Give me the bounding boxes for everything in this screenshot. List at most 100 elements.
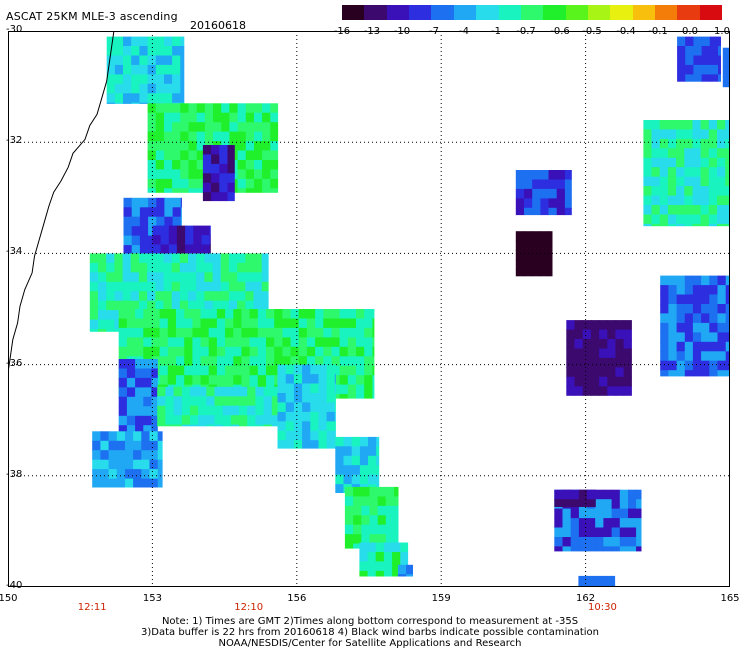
wind-cell — [155, 83, 165, 94]
wind-cell — [126, 368, 136, 379]
wind-cell — [611, 489, 621, 500]
wind-cell — [643, 138, 653, 149]
wind-cell — [725, 313, 730, 324]
wind-cell — [524, 240, 533, 251]
wind-cell — [676, 195, 685, 206]
wind-cell — [594, 575, 604, 586]
wind-cell — [667, 176, 677, 187]
wind-cell — [221, 112, 230, 123]
wind-cell — [343, 436, 353, 447]
wind-cell — [155, 55, 165, 66]
wind-cell — [607, 339, 617, 350]
wind-cell — [141, 431, 151, 442]
wind-cell — [660, 322, 669, 333]
wind-cell — [227, 173, 235, 184]
wind-cell — [188, 131, 198, 142]
wind-cell — [204, 122, 214, 133]
wind-cell — [114, 291, 124, 302]
wind-cell — [372, 327, 375, 338]
wind-cell — [165, 405, 175, 416]
wind-cell — [180, 74, 185, 85]
wind-cell — [277, 393, 287, 404]
wind-cell — [167, 318, 177, 329]
wind-cell — [556, 198, 566, 209]
wind-cell — [331, 346, 341, 357]
wind-cell — [725, 205, 730, 216]
wind-cell — [651, 205, 661, 216]
wind-cell — [574, 348, 584, 359]
wind-cell — [318, 374, 328, 385]
wind-cell — [595, 537, 604, 548]
wind-cell — [172, 46, 181, 57]
wind-cell — [131, 245, 141, 254]
wind-cell — [394, 534, 399, 545]
wind-cell — [189, 424, 199, 427]
wind-cell — [249, 318, 259, 329]
wind-cell — [717, 322, 727, 333]
wind-cell — [171, 300, 181, 311]
wind-cell — [377, 505, 387, 516]
wind-cell — [310, 364, 320, 375]
wind-cell — [172, 216, 182, 227]
wind-cell — [98, 253, 107, 264]
wind-cell — [261, 272, 269, 283]
wind-cell — [172, 150, 181, 161]
wind-cell — [143, 415, 153, 426]
wind-cell — [106, 253, 115, 264]
wind-cell — [293, 411, 303, 422]
wind-cell — [229, 131, 239, 142]
wind-cell — [282, 327, 292, 338]
wind-cell — [165, 424, 175, 427]
wind-cell — [216, 327, 226, 338]
wind-cell — [368, 465, 377, 476]
wind-cell — [130, 300, 140, 311]
wind-cell — [701, 360, 710, 371]
wind-cell — [125, 450, 134, 461]
wind-cell — [126, 377, 136, 388]
wind-cell — [193, 225, 203, 236]
wind-cell — [220, 253, 230, 264]
wind-cell — [578, 537, 588, 548]
wind-cell — [126, 396, 136, 407]
wind-cell — [353, 486, 362, 497]
wind-cell — [164, 150, 173, 161]
wind-cell — [245, 281, 255, 292]
wind-cell — [147, 253, 156, 264]
wind-cell — [660, 313, 669, 324]
wind-cell — [684, 370, 694, 377]
wind-cell — [176, 365, 185, 376]
wind-cell — [106, 300, 115, 311]
wind-cell — [700, 195, 710, 206]
wind-cell — [351, 474, 361, 485]
wind-cell — [245, 141, 255, 152]
wind-cell — [192, 375, 202, 386]
wind-cell — [339, 365, 349, 376]
wind-cell — [147, 83, 157, 94]
wind-cell — [383, 552, 393, 563]
wind-cell — [562, 527, 572, 538]
wind-cell — [172, 55, 181, 66]
wind-cell — [156, 207, 166, 218]
wind-cell — [587, 527, 596, 538]
wind-cell — [122, 300, 132, 311]
wind-cell — [700, 214, 710, 225]
wind-cell — [160, 235, 170, 246]
wind-cell — [692, 285, 702, 296]
wind-cell — [282, 318, 292, 329]
wind-cell — [155, 122, 165, 133]
wind-cell — [89, 253, 99, 264]
wind-cell — [692, 129, 702, 140]
wind-cell — [249, 356, 259, 367]
wind-cell — [208, 337, 218, 348]
wind-cell — [524, 179, 533, 190]
wind-cell — [700, 129, 710, 140]
wind-cell — [603, 537, 613, 548]
wind-cell — [211, 182, 220, 193]
wind-cell — [116, 459, 126, 470]
wind-cell — [216, 309, 226, 320]
wind-cell — [222, 396, 232, 407]
color-scale-bar — [342, 5, 723, 20]
wind-cell — [155, 300, 165, 311]
wind-cell — [164, 46, 173, 57]
wind-cell — [306, 346, 316, 357]
